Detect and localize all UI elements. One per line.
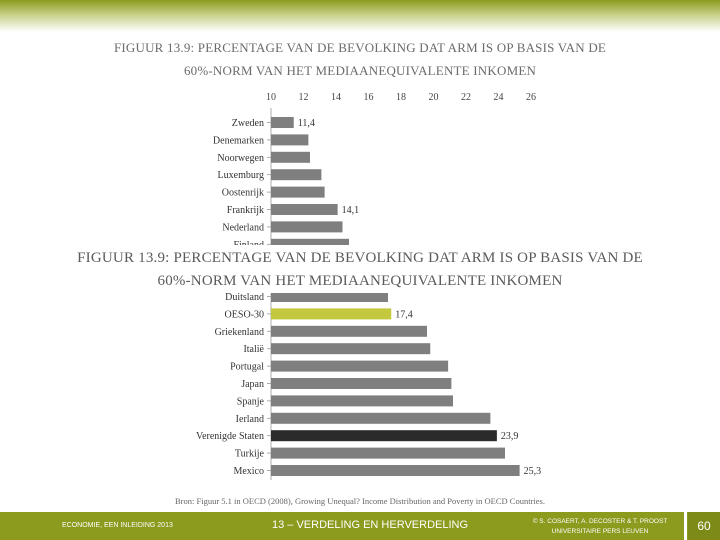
top-color-band <box>0 0 720 32</box>
bar-denemarken <box>271 134 309 146</box>
x-tick-label: 14 <box>331 92 341 103</box>
footer-bar <box>0 512 720 540</box>
bar-oeso-30 <box>271 308 392 320</box>
footer-separator <box>684 512 687 540</box>
category-label: Spanje <box>237 396 265 407</box>
footer-publisher: UNIVERSITAIRE PERS LEUVEN <box>551 528 649 535</box>
category-label: Verenigde Staten <box>196 431 264 442</box>
bar-nederland <box>271 221 343 233</box>
bar-italië <box>271 343 431 355</box>
category-label: Nederland <box>222 222 264 233</box>
x-tick-label: 10 <box>266 92 276 103</box>
bar-noorwegen <box>271 151 310 163</box>
bar-spanje <box>271 395 453 407</box>
category-label: Japan <box>241 379 264 390</box>
source-note: Bron: Figuur 5.1 in OECD (2008), Growing… <box>175 496 545 506</box>
category-label: Frankrijk <box>227 205 264 216</box>
bar-mexico <box>271 465 520 476</box>
x-tick-label: 24 <box>494 92 504 103</box>
figure-title-line1: FIGUUR 13.9: PERCENTAGE VAN DE BEVOLKING… <box>113 40 607 55</box>
x-tick-label: 20 <box>429 92 439 103</box>
value-label: 11,4 <box>298 118 315 129</box>
bar-zweden <box>271 117 294 128</box>
x-tick-label: 12 <box>299 92 309 103</box>
x-tick-label: 18 <box>396 92 406 103</box>
category-label: Portugal <box>230 362 264 373</box>
bar-finland <box>271 238 349 250</box>
category-label: Oostenrijk <box>222 188 264 199</box>
bar-chart: 10 12 14 16 18 20 22 24 26 Zweden 11,4 Denemarken No… <box>196 92 542 480</box>
value-label: 14,1 <box>342 205 360 216</box>
x-tick-label: 26 <box>526 92 536 103</box>
footer-copyright: © S. COSAERT, A. DECOSTER & T. PROOST UN… <box>520 517 680 537</box>
footer-authors: © S. COSAERT, A. DECOSTER & T. PROOST <box>532 518 668 525</box>
page-number: 60 <box>688 512 720 540</box>
bar-verenigde-staten <box>271 430 497 442</box>
category-label: Denemarken <box>213 135 264 146</box>
figure-title-overlay-line2: 60%-NORM VAN HET MEDIAANEQUIVALENTE INKO… <box>157 273 563 289</box>
bar-turkije <box>271 447 505 459</box>
x-tick-label: 16 <box>364 92 374 103</box>
value-label: 23,9 <box>501 431 519 442</box>
footer-chapter: 13 – VERDELING EN HERVERDELING <box>272 519 469 531</box>
category-label: Noorwegen <box>217 153 264 164</box>
category-label: OESO-30 <box>225 309 264 320</box>
bar-duitsland <box>271 291 388 302</box>
figure-title-overlay-line1: FIGUUR 13.9: PERCENTAGE VAN DE BEVOLKING… <box>0 250 720 267</box>
bar-griekenland <box>271 325 427 337</box>
bar-portugal <box>271 360 449 372</box>
category-label: Luxemburg <box>218 170 264 181</box>
category-label: Zweden <box>232 118 264 129</box>
category-label: Griekenland <box>215 327 264 338</box>
footer-course: ECONOMIE, EEN INLEIDING 2013 <box>62 522 173 529</box>
bar-japan <box>271 378 452 389</box>
x-tick-label: 22 <box>461 92 471 103</box>
bar-ierland <box>271 412 491 424</box>
bar-frankrijk <box>271 204 338 215</box>
value-label: 17,4 <box>395 309 413 320</box>
category-label: Mexico <box>233 466 264 477</box>
category-label: Duitsland <box>225 292 264 303</box>
bar-oostenrijk <box>271 186 325 198</box>
value-label: 25,3 <box>524 466 542 477</box>
bar-luxemburg <box>271 169 322 181</box>
category-label: Ierland <box>236 414 264 425</box>
category-label: Italië <box>243 344 264 355</box>
figure-title-line2: 60%-NORM VAN HET MEDIAANEQUIVALENTE INKO… <box>183 63 537 78</box>
category-label: Turkije <box>235 449 265 460</box>
